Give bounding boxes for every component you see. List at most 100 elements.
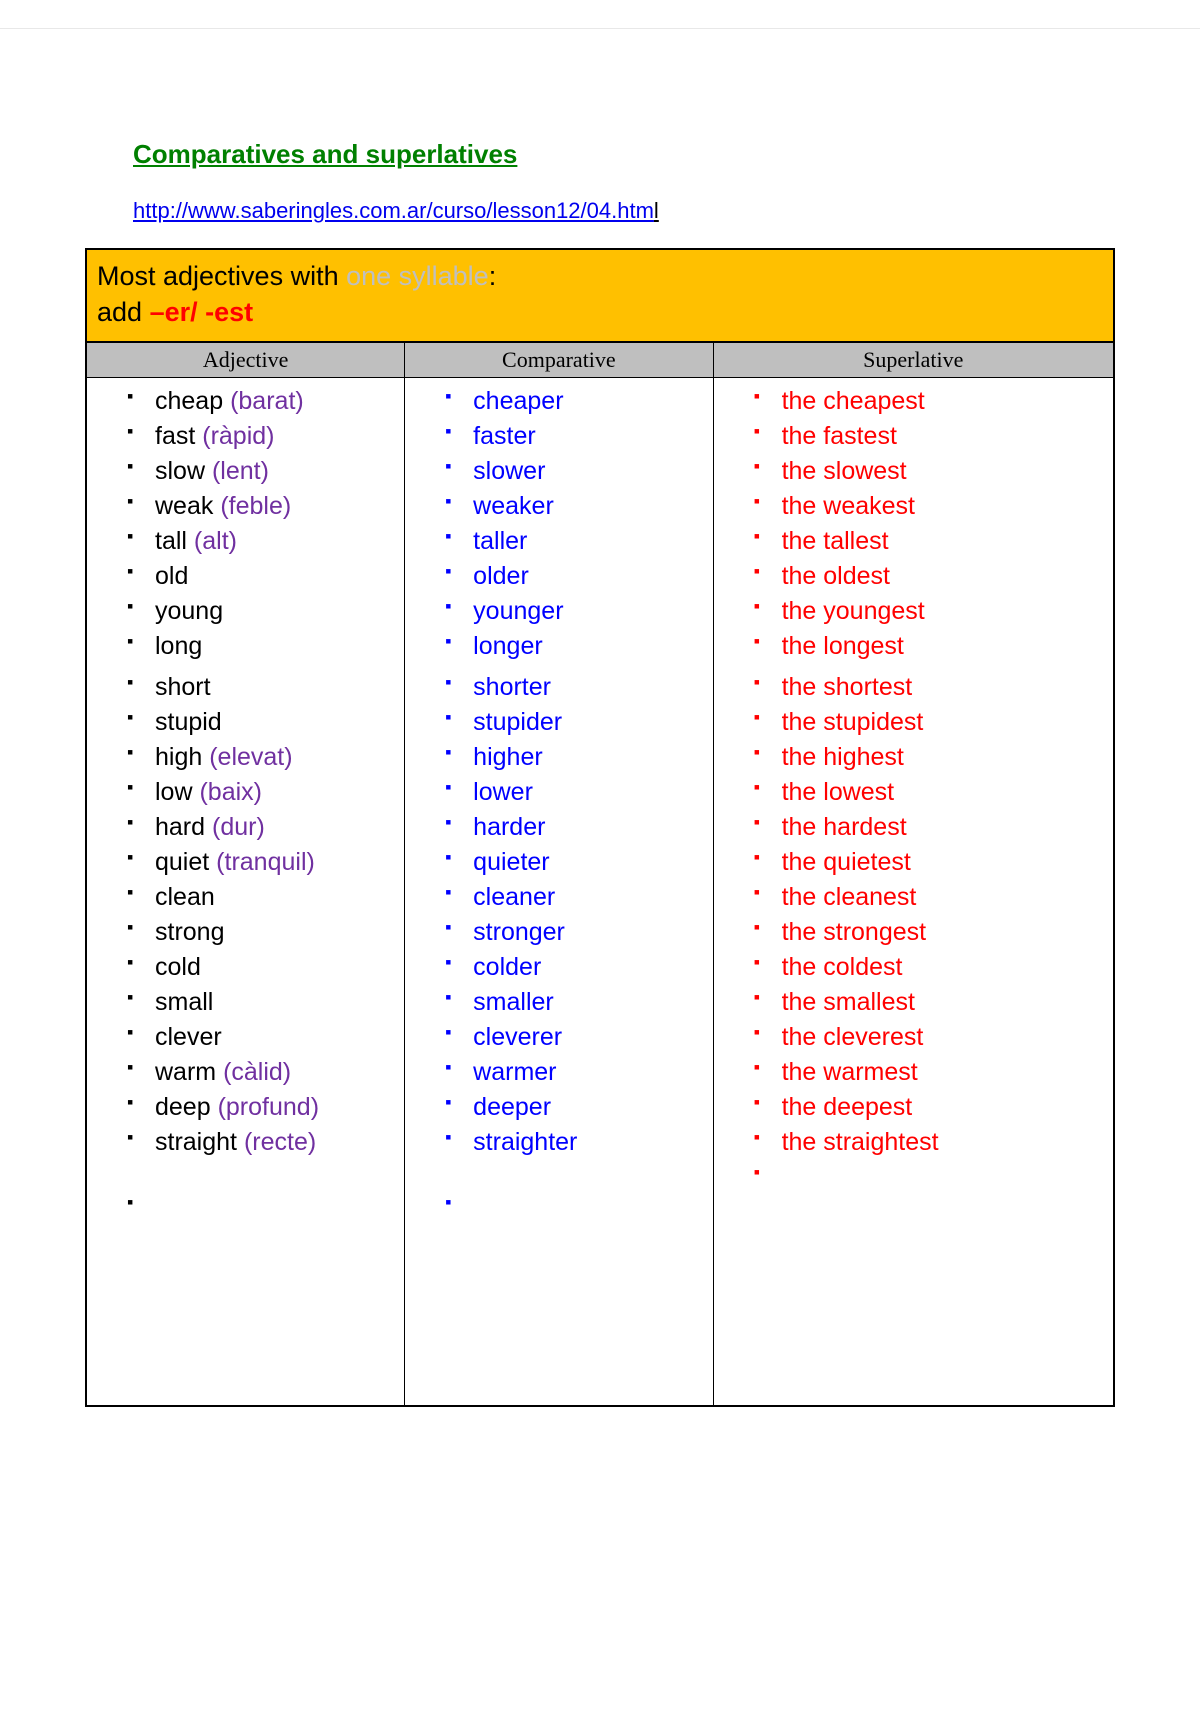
- data-row: cheap (barat)fast (ràpid)slow (lent)weak…: [86, 377, 1114, 1406]
- superlative-word: the cleverest: [782, 1023, 924, 1051]
- list-item: stronger: [445, 915, 712, 950]
- adjective-word: young: [155, 597, 223, 625]
- list-item: colder: [445, 950, 712, 985]
- list-item: warm (càlid): [127, 1055, 404, 1090]
- superlative-word: the tallest: [782, 527, 889, 555]
- source-link[interactable]: http://www.saberingles.com.ar/curso/less…: [133, 198, 654, 223]
- list-item: the deepest: [754, 1090, 1113, 1125]
- comparative-word: cleaner: [473, 883, 555, 911]
- comparative-word: colder: [473, 953, 541, 981]
- page-title: Comparatives and superlatives: [133, 139, 1115, 170]
- list-item: quiet (tranquil): [127, 845, 404, 880]
- adjective-word: high: [155, 743, 202, 771]
- list-item: cleaner: [445, 880, 712, 915]
- list-item: the oldest: [754, 559, 1113, 594]
- list-item: the slowest: [754, 454, 1113, 489]
- list-item: cold: [127, 950, 404, 985]
- list-item: cheaper: [445, 384, 712, 419]
- translation: (càlid): [223, 1058, 291, 1086]
- superlative-list: the cheapest the fastest the slowest the we…: [714, 384, 1113, 1195]
- comparative-word: shorter: [473, 673, 551, 701]
- rule-prefix: Most adjectives with: [97, 261, 346, 291]
- list-item: the highest: [754, 740, 1113, 775]
- translation: (elevat): [209, 743, 292, 771]
- list-item: stupider: [445, 705, 712, 740]
- list-item: slow (lent): [127, 454, 404, 489]
- superlative-word: the warmest: [782, 1058, 918, 1086]
- list-item: clever: [127, 1020, 404, 1055]
- list-item: fast (ràpid): [127, 419, 404, 454]
- superlative-word: the quietest: [782, 848, 911, 876]
- list-item: the lowest: [754, 775, 1113, 810]
- list-item: tall (alt): [127, 524, 404, 559]
- translation: (dur): [212, 813, 265, 841]
- list-item: young: [127, 594, 404, 629]
- adjective-word: weak: [155, 492, 213, 520]
- col-adjective: Adjective: [86, 342, 405, 378]
- list-item: old: [127, 559, 404, 594]
- adjective-word: old: [155, 562, 188, 590]
- list-item: cleverer: [445, 1020, 712, 1055]
- list-item: taller: [445, 524, 712, 559]
- col-superlative: Superlative: [713, 342, 1114, 378]
- comparative-word: smaller: [473, 988, 554, 1016]
- rule-cell: Most adjectives with one syllable: add –…: [86, 249, 1114, 342]
- adjective-word: fast: [155, 422, 195, 450]
- list-item: cheap (barat): [127, 384, 404, 419]
- comparative-word: older: [473, 562, 529, 590]
- comparative-word: cheaper: [473, 387, 563, 415]
- superlative-word: the fastest: [782, 422, 897, 450]
- list-item: the hardest: [754, 810, 1113, 845]
- source-link-line: http://www.saberingles.com.ar/curso/less…: [133, 198, 1115, 224]
- translation: (lent): [212, 457, 269, 485]
- superlative-word: the oldest: [782, 562, 890, 590]
- list-item: the cleanest: [754, 880, 1113, 915]
- comparative-word: straighter: [473, 1128, 577, 1156]
- list-item: clean: [127, 880, 404, 915]
- adjective-word: stupid: [155, 708, 222, 736]
- adjective-word: strong: [155, 918, 224, 946]
- superlative-word: the cheapest: [782, 387, 925, 415]
- superlative-word: the deepest: [782, 1093, 913, 1121]
- superlative-word: the straightest: [782, 1128, 939, 1156]
- superlative-cell: the cheapest the fastest the slowest the we…: [713, 377, 1114, 1406]
- comparative-word: faster: [473, 422, 536, 450]
- list-item: the shortest: [754, 670, 1113, 705]
- translation: (tranquil): [216, 848, 315, 876]
- comparative-word: cleverer: [473, 1023, 562, 1051]
- list-item: weak (feble): [127, 489, 404, 524]
- list-item: the strongest: [754, 915, 1113, 950]
- list-item: low (baix): [127, 775, 404, 810]
- col-comparative: Comparative: [405, 342, 713, 378]
- superlative-word: the strongest: [782, 918, 927, 946]
- list-item: harder: [445, 810, 712, 845]
- superlative-word: the lowest: [782, 778, 895, 806]
- list-item: the warmest: [754, 1055, 1113, 1090]
- list-item: faster: [445, 419, 712, 454]
- list-item-empty: [445, 1190, 712, 1225]
- superlative-word: the youngest: [782, 597, 925, 625]
- source-link-trail: l: [654, 198, 659, 223]
- list-item: high (elevat): [127, 740, 404, 775]
- comparative-cell: cheaperfasterslowerweakertallerolderyoun…: [405, 377, 713, 1406]
- superlative-word: the weakest: [782, 492, 915, 520]
- translation: (barat): [230, 387, 304, 415]
- rule-line2-prefix: add: [97, 297, 150, 327]
- comparative-word: quieter: [473, 848, 549, 876]
- list-item: the coldest: [754, 950, 1113, 985]
- superlative-word: the cleanest: [782, 883, 917, 911]
- rule-highlight: one syllable: [346, 261, 489, 291]
- list-item: the weakest: [754, 489, 1113, 524]
- comparative-list: cheaperfasterslowerweakertallerolderyoun…: [405, 384, 712, 1225]
- list-item: straighter: [445, 1125, 712, 1160]
- superlative-word: the stupidest: [782, 708, 924, 736]
- adjective-word: tall: [155, 527, 187, 555]
- comparative-word: stronger: [473, 918, 565, 946]
- adjective-word: hard: [155, 813, 205, 841]
- list-item: straight (recte): [127, 1125, 404, 1160]
- superlative-word: the smallest: [782, 988, 915, 1016]
- adjective-word: clean: [155, 883, 215, 911]
- adjective-word: small: [155, 988, 213, 1016]
- list-item: lower: [445, 775, 712, 810]
- list-item: stupid: [127, 705, 404, 740]
